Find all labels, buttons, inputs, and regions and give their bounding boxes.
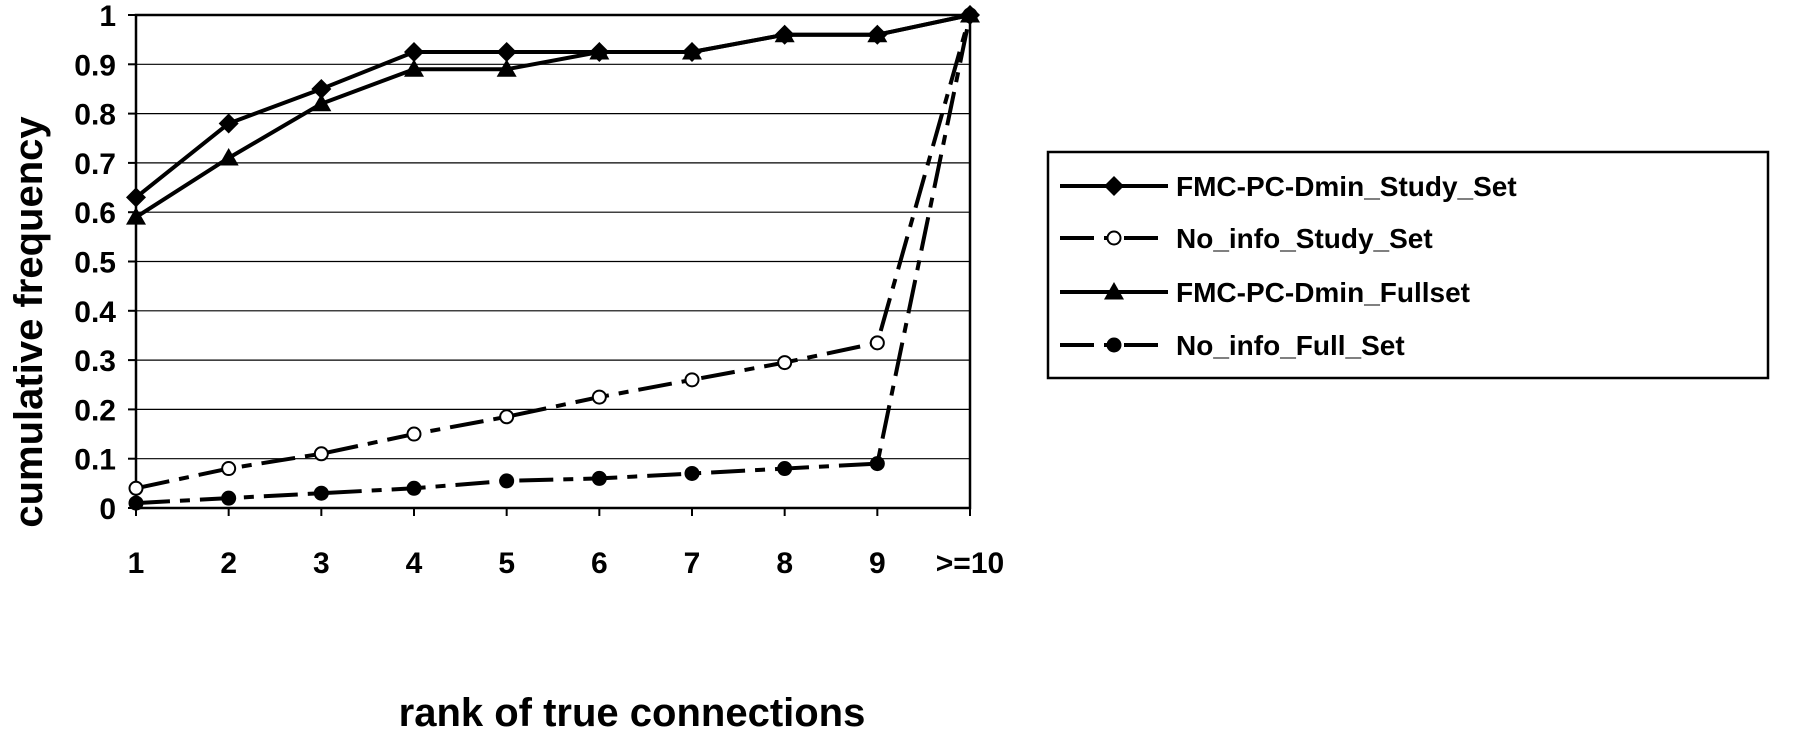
legend-box xyxy=(1046,150,1770,380)
data-point-triangle xyxy=(682,41,702,60)
data-point-open-circle xyxy=(499,409,515,425)
data-point-filled-circle xyxy=(406,480,422,496)
data-point-triangle xyxy=(218,147,239,166)
legend: FMC-PC-Dmin_Study_Set No_info_Study_Set FM… xyxy=(1046,150,1770,380)
x-axis-title: rank of true connections xyxy=(399,691,866,735)
plot-frame xyxy=(134,13,972,510)
data-point-diamond xyxy=(404,41,424,62)
data-point-triangle xyxy=(867,24,888,43)
legend-label: FMC-PC-Dmin_Study_Set xyxy=(1176,171,1517,202)
y-tick-label: 0.7 xyxy=(74,148,116,181)
data-point-open-circle xyxy=(777,355,793,371)
data-point-open-circle xyxy=(128,480,144,496)
axes: 0 0.1 0.2 0.3 0.4 0.5 0.6 0.7 0.8 0.9 1 1 2 3 4 5 6 7 8 9 >=… xyxy=(74,0,1004,580)
legend-label: FMC-PC-Dmin_Fullset xyxy=(1176,277,1470,308)
legend-item: No_info_Full_Set xyxy=(1060,330,1405,361)
data-point-open-circle xyxy=(313,446,329,462)
y-tick-label: 0.4 xyxy=(74,296,116,329)
series-line-2 xyxy=(134,13,971,219)
x-tick-label: 5 xyxy=(498,547,515,580)
legend-label: No_info_Study_Set xyxy=(1176,223,1433,254)
data-point-triangle xyxy=(1104,282,1124,300)
data-point-triangle xyxy=(774,24,795,43)
series-group xyxy=(134,13,972,506)
data-point-diamond xyxy=(1104,176,1124,196)
x-tick-label: 1 xyxy=(128,547,145,580)
data-point-filled-circle xyxy=(869,456,885,472)
data-point-triangle xyxy=(311,93,332,112)
y-tick-label: 0.1 xyxy=(74,444,116,477)
data-point-diamond xyxy=(496,41,517,62)
data-point-triangle xyxy=(126,207,146,225)
data-point-open-circle xyxy=(869,335,885,351)
data-point-triangle xyxy=(404,59,424,77)
data-point-filled-circle xyxy=(684,465,700,481)
data-point-filled-circle xyxy=(962,7,978,23)
legend-item: FMC-PC-Dmin_Fullset xyxy=(1060,277,1470,308)
data-point-open-circle xyxy=(684,372,700,388)
x-tick-label: 9 xyxy=(869,547,886,580)
data-point-open-circle xyxy=(1106,230,1122,246)
x-tick-label: 8 xyxy=(776,547,793,580)
data-point-filled-circle xyxy=(1106,337,1122,353)
markers-group xyxy=(126,5,980,511)
x-tick-label: 3 xyxy=(313,547,330,580)
series-line-1 xyxy=(135,14,972,491)
data-point-filled-circle xyxy=(591,470,607,486)
y-tick-label: 0 xyxy=(99,493,116,526)
data-point-filled-circle xyxy=(128,495,144,511)
x-tick-label: 4 xyxy=(406,547,423,580)
legend-item: No_info_Study_Set xyxy=(1060,223,1433,254)
data-point-diamond xyxy=(126,187,146,208)
data-point-open-circle xyxy=(591,389,607,405)
data-point-filled-circle xyxy=(499,473,515,489)
y-tick-label: 0.2 xyxy=(74,394,116,427)
legend-label: No_info_Full_Set xyxy=(1176,330,1405,361)
y-tick-label: 0.3 xyxy=(74,345,116,378)
data-point-filled-circle xyxy=(221,490,237,506)
y-tick-label: 0.9 xyxy=(74,49,116,82)
y-axis-title: cumulative frequency xyxy=(7,116,51,528)
data-point-triangle xyxy=(496,59,517,77)
data-point-filled-circle xyxy=(313,485,329,501)
y-tick-label: 1 xyxy=(99,0,116,33)
y-tick-label: 0.5 xyxy=(74,247,116,280)
data-point-open-circle xyxy=(221,461,237,477)
data-point-triangle xyxy=(589,41,610,60)
data-point-diamond xyxy=(218,113,239,134)
x-tick-label: 6 xyxy=(591,547,608,580)
x-tick-label: >=10 xyxy=(936,547,1004,580)
y-tick-label: 0.8 xyxy=(74,99,116,132)
series-line-3 xyxy=(135,14,972,506)
legend-item: FMC-PC-Dmin_Study_Set xyxy=(1060,171,1517,202)
x-tick-label: 7 xyxy=(684,547,701,580)
y-tick-label: 0.6 xyxy=(74,197,116,230)
data-point-open-circle xyxy=(406,426,422,442)
data-point-diamond xyxy=(311,78,332,99)
data-point-filled-circle xyxy=(777,461,793,477)
x-tick-label: 2 xyxy=(220,547,237,580)
